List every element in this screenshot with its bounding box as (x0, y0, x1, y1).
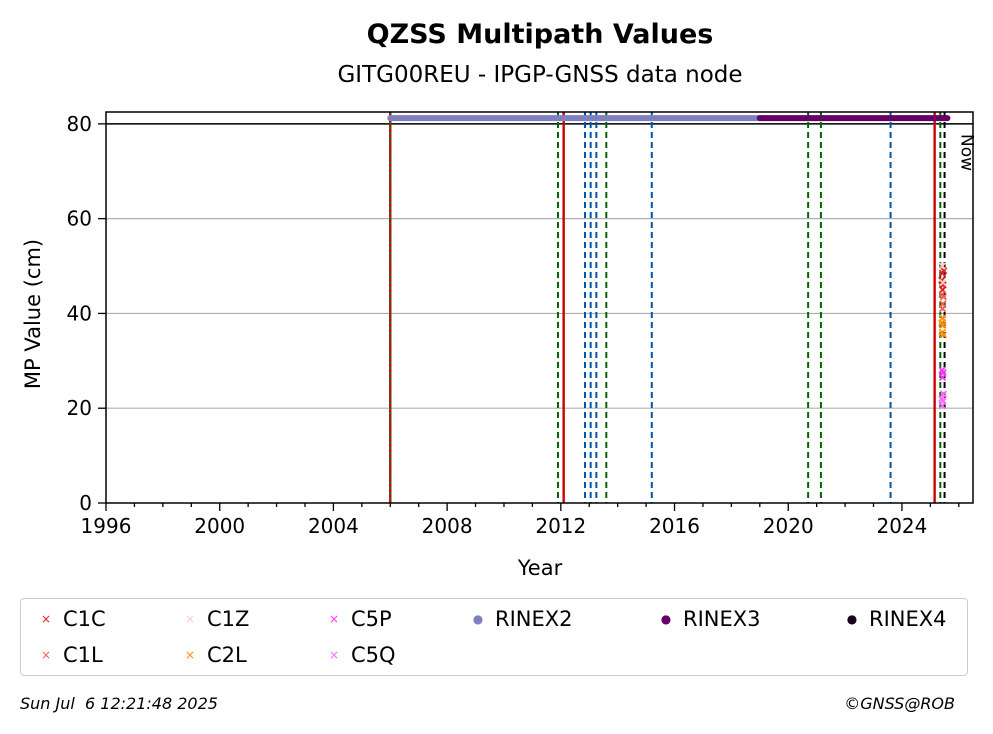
y-tick-label: 20 (67, 396, 92, 420)
legend: × C1C × C1Z × C5P ● RINEX2 ● RINEX3 ● RI… (20, 598, 968, 676)
legend-marker: × (184, 648, 196, 662)
legend-marker: × (184, 612, 196, 626)
x-tick-label: 2016 (649, 514, 700, 538)
footer-timestamp: Sun Jul 6 12:21:48 2025 (20, 694, 218, 713)
legend-marker: × (40, 648, 52, 662)
legend-label: C1Z (207, 607, 250, 631)
x-axis-label: Year (517, 556, 563, 580)
x-tick-label: 2004 (308, 514, 359, 538)
data-point-c2l (939, 321, 947, 329)
data-point-c2l (939, 331, 948, 339)
data-point-c5p (939, 369, 947, 377)
legend-item-c1z: × C1Z (179, 607, 249, 631)
legend-item-rinex2: ● RINEX2 (467, 607, 573, 631)
y-tick-label: 0 (79, 491, 92, 515)
x-tick-label: 2020 (763, 514, 814, 538)
chart-title: QZSS Multipath Values (367, 19, 714, 50)
legend-item-c1c: × C1C (35, 607, 106, 631)
x-tick-label: 2024 (876, 514, 927, 538)
legend-marker: × (328, 648, 340, 662)
legend-item-c5q: × C5Q (323, 643, 396, 667)
data-point-c1l (938, 305, 947, 313)
y-tick-label: 40 (67, 301, 92, 325)
legend-label: C5Q (351, 643, 396, 667)
legend-item-c2l: × C2L (179, 643, 247, 667)
data-point-c1c (940, 267, 948, 275)
now-label: Now (957, 134, 977, 171)
plot-area: Now 1996 2000 2004 2008 2012 2016 2020 2024 0 20 40… (67, 111, 977, 538)
x-tick-label: 2000 (194, 514, 245, 538)
legend-marker: ● (660, 612, 672, 626)
data-point-c5q (939, 390, 948, 398)
legend-label: C1L (63, 643, 103, 667)
x-tick-label: 2012 (535, 514, 586, 538)
data-point-c1z (938, 262, 946, 270)
legend-label: C2L (207, 643, 247, 667)
data-point-c2l (938, 314, 947, 322)
data-point-c1l (939, 293, 948, 301)
chart-subtitle: GITG00REU - IPGP-GNSS data node (337, 62, 742, 88)
legend-marker: ● (472, 612, 484, 626)
legend-label: C5P (351, 607, 392, 631)
chart-canvas: QZSS Multipath Values GITG00REU - IPGP-G… (21, 19, 977, 580)
x-tick-label: 2008 (422, 514, 473, 538)
legend-label: RINEX3 (683, 607, 761, 631)
legend-label: C1C (63, 607, 106, 631)
legend-marker: × (328, 612, 340, 626)
x-tick-label: 1996 (81, 514, 132, 538)
legend-item-c1l: × C1L (35, 643, 103, 667)
y-tick-label: 80 (67, 112, 92, 136)
legend-marker: × (40, 612, 52, 626)
legend-item-rinex3: ● RINEX3 (655, 607, 761, 631)
data-point-c1z (939, 278, 947, 287)
y-axis-label: MP Value (cm) (21, 239, 45, 389)
y-tick-label: 60 (67, 207, 92, 231)
plot-frame (105, 111, 974, 504)
legend-label: RINEX2 (495, 607, 573, 631)
legend-item-c5p: × C5P (323, 607, 392, 631)
footer-credit: ©GNSS@ROB (844, 694, 955, 713)
legend-marker: ● (846, 612, 858, 626)
legend-label: RINEX4 (869, 607, 947, 631)
legend-item-rinex4: ● RINEX4 (841, 607, 947, 631)
data-point-c5q (939, 397, 947, 405)
